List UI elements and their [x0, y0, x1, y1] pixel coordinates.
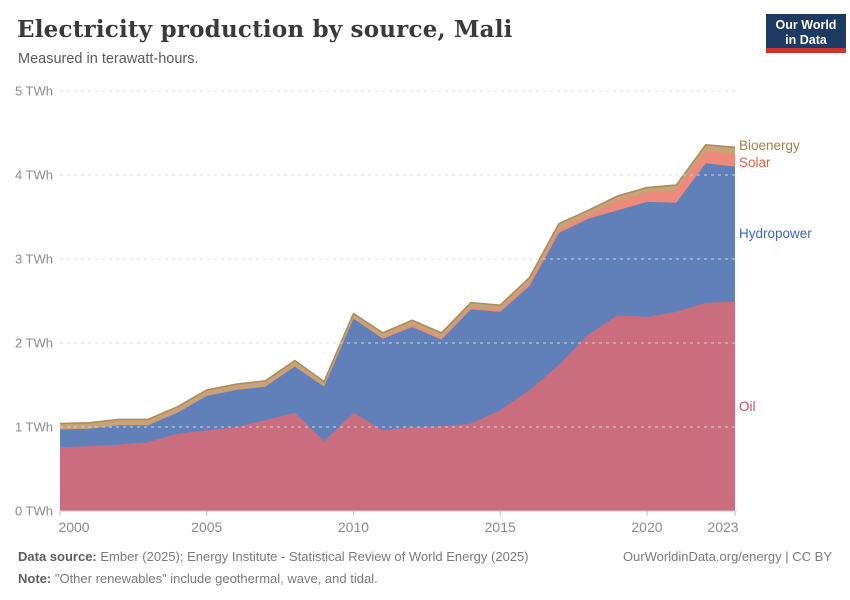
data-source-line: Data source: Ember (2025); Energy Instit…	[18, 546, 529, 568]
y-axis-label: 1 TWh	[15, 420, 53, 435]
y-axis-label: 0 TWh	[15, 504, 53, 519]
y-axis-label: 3 TWh	[15, 252, 53, 267]
data-source-label: Data source:	[18, 549, 97, 564]
data-source-text: Ember (2025); Energy Institute - Statist…	[100, 549, 529, 564]
x-axis-label: 2010	[338, 519, 369, 535]
area-oil[interactable]	[60, 301, 735, 511]
owid-logo: Our World in Data	[766, 14, 846, 53]
stack-top-line	[59, 143, 736, 425]
x-axis-label: 2023	[707, 519, 738, 535]
series-label-hydropower[interactable]: Hydropower	[739, 226, 812, 241]
page-subtitle: Measured in terawatt-hours.	[18, 51, 199, 67]
x-axis-label: 2015	[485, 519, 516, 535]
series-label-bioenergy[interactable]: Bioenergy	[739, 138, 800, 153]
y-axis-label: 5 TWh	[15, 84, 53, 99]
owid-energy-link[interactable]: OurWorldinData.org/energy | CC BY	[622, 549, 832, 564]
x-axis-label: 2005	[191, 519, 222, 535]
chart-footer: Data source: Ember (2025); Energy Instit…	[18, 546, 832, 590]
x-axis-label: 2000	[58, 519, 89, 535]
owid-logo-line1: Our World	[775, 18, 837, 32]
series-label-oil[interactable]: Oil	[739, 399, 756, 414]
note-label: Note:	[18, 571, 52, 586]
x-axis-label: 2020	[631, 519, 662, 535]
y-axis-label: 4 TWh	[15, 168, 53, 183]
note-text: "Other renewables" include geothermal, w…	[54, 571, 378, 586]
owid-logo-line2: in Data	[785, 33, 827, 47]
y-axis-label: 2 TWh	[15, 336, 53, 351]
page-title: Electricity production by source, Mali	[17, 16, 513, 43]
series-label-solar[interactable]: Solar	[739, 155, 771, 170]
